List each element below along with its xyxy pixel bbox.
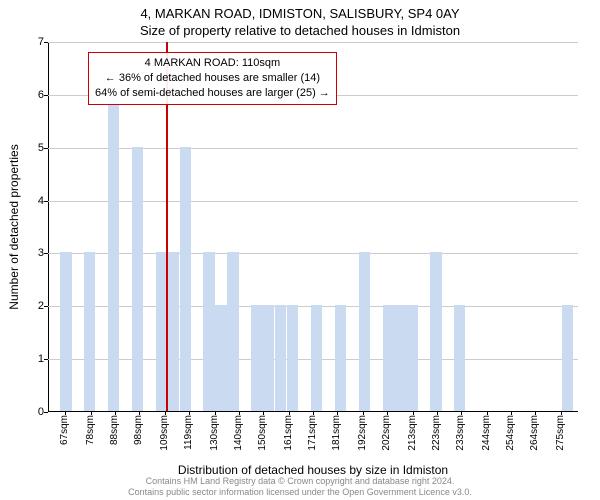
x-tick-label: 202sqm [381, 415, 392, 451]
annotation-line2: ← 36% of detached houses are smaller (14… [95, 71, 330, 86]
histogram-bar [251, 305, 262, 411]
histogram-bar [203, 252, 214, 411]
annotation-line3: 64% of semi-detached houses are larger (… [95, 86, 330, 101]
y-tick-label: 3 [30, 247, 44, 259]
x-tick-label: 78sqm [85, 415, 96, 445]
histogram-bar [168, 252, 179, 411]
x-tick-label: 98sqm [133, 415, 144, 445]
histogram-bar [430, 252, 441, 411]
histogram-bar [180, 147, 191, 411]
x-tick-label: 254sqm [505, 415, 516, 451]
histogram-bar [60, 252, 71, 411]
x-tick-label: 171sqm [307, 415, 318, 451]
y-axis-label: Number of detached properties [7, 144, 21, 309]
histogram-bar [108, 94, 119, 411]
x-tick-label: 119sqm [183, 415, 194, 450]
y-tick-mark [44, 412, 48, 413]
histogram-bar [275, 305, 286, 411]
page-subtitle: Size of property relative to detached ho… [0, 21, 600, 38]
histogram-bar [84, 252, 95, 411]
histogram-bar [132, 147, 143, 411]
y-tick-label: 6 [30, 89, 44, 101]
y-tick-label: 5 [30, 142, 44, 154]
histogram-bar [454, 305, 465, 411]
x-tick-label: 109sqm [159, 415, 170, 451]
footer-line1: Contains HM Land Registry data © Crown c… [0, 476, 600, 487]
histogram-bar [311, 305, 322, 411]
y-tick-label: 2 [30, 300, 44, 312]
x-tick-label: 88sqm [109, 415, 120, 445]
x-tick-label: 192sqm [357, 415, 368, 451]
histogram-bar [287, 305, 298, 411]
x-tick-label: 181sqm [331, 415, 342, 451]
x-tick-label: 275sqm [555, 415, 566, 451]
x-tick-label: 213sqm [407, 415, 418, 451]
x-tick-label: 150sqm [257, 415, 268, 451]
x-tick-label: 130sqm [209, 415, 220, 451]
annotation-box: 4 MARKAN ROAD: 110sqm ← 36% of detached … [88, 52, 337, 105]
histogram-chart: Number of detached properties 4 MARKAN R… [48, 42, 578, 412]
x-tick-label: 233sqm [455, 415, 466, 451]
x-tick-label: 223sqm [431, 415, 442, 451]
histogram-bar [406, 305, 417, 411]
y-tick-label: 0 [30, 406, 44, 418]
histogram-bar [263, 305, 274, 411]
histogram-bar [359, 252, 370, 411]
footer-line2: Contains public sector information licen… [0, 487, 600, 498]
x-tick-label: 67sqm [59, 415, 70, 445]
x-tick-label: 161sqm [283, 415, 294, 451]
histogram-bar [383, 305, 394, 411]
x-tick-label: 264sqm [529, 415, 540, 451]
x-tick-label: 244sqm [481, 415, 492, 451]
footer-attribution: Contains HM Land Registry data © Crown c… [0, 476, 600, 499]
y-tick-label: 4 [30, 195, 44, 207]
histogram-bar [215, 305, 226, 411]
page-title-address: 4, MARKAN ROAD, IDMISTON, SALISBURY, SP4… [0, 0, 600, 21]
y-tick-label: 7 [30, 36, 44, 48]
y-tick-label: 1 [30, 353, 44, 365]
histogram-bar [335, 305, 346, 411]
histogram-bar [562, 305, 573, 411]
histogram-bar [227, 252, 238, 411]
histogram-bar [394, 305, 405, 411]
histogram-bar [156, 252, 167, 411]
x-tick-label: 140sqm [233, 415, 244, 451]
annotation-line1: 4 MARKAN ROAD: 110sqm [95, 56, 330, 71]
